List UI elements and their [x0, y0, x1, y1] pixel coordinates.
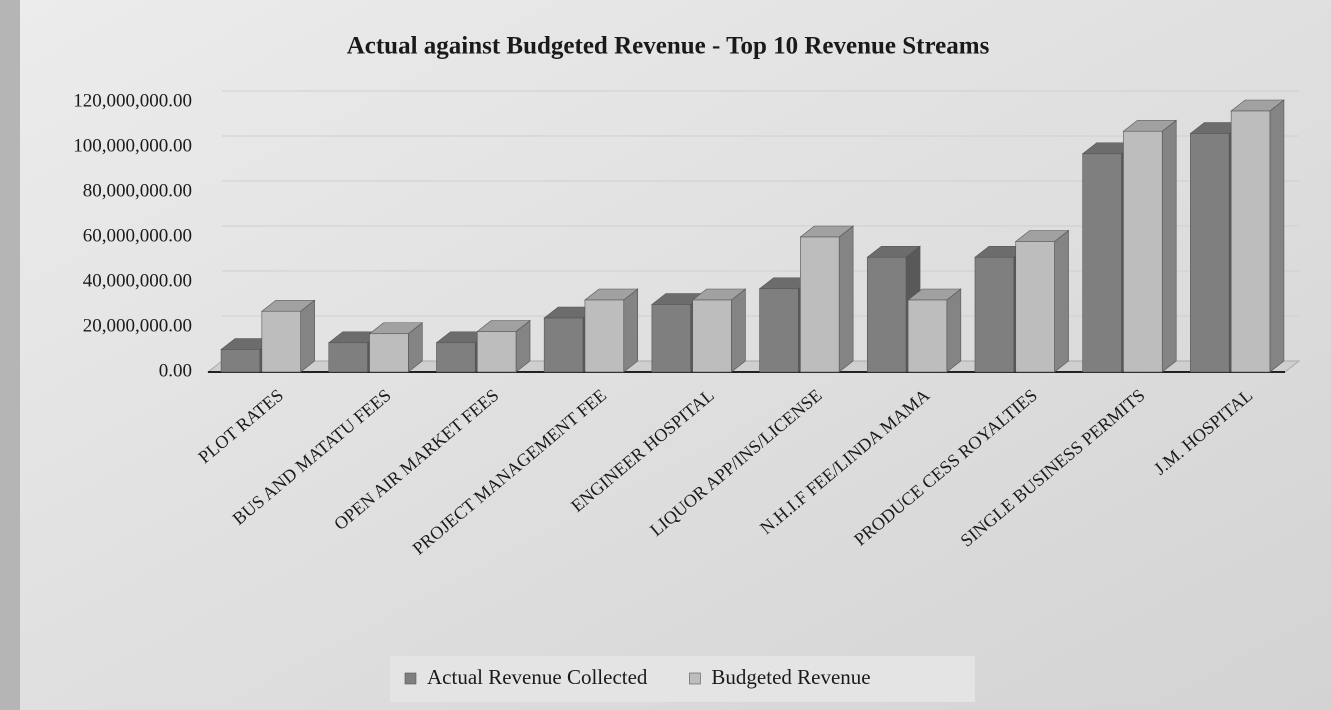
bar	[220, 349, 261, 373]
bar	[1082, 153, 1122, 373]
bar	[974, 256, 1015, 373]
bar	[759, 288, 799, 373]
bar-side	[623, 288, 639, 373]
legend-label: Actual Revenue Collected	[427, 665, 648, 689]
bar	[328, 342, 368, 373]
y-tick-label: 120,000,000.00	[73, 90, 192, 111]
bar-side	[731, 288, 746, 373]
bar	[692, 299, 732, 373]
bar	[800, 236, 840, 373]
legend-swatch	[689, 672, 701, 685]
bar	[1123, 130, 1163, 373]
bar	[261, 310, 301, 373]
legend-swatch	[404, 672, 417, 685]
bar	[1230, 110, 1271, 373]
bar-side	[1161, 119, 1177, 373]
y-tick-label: 100,000,000.00	[73, 135, 192, 156]
bar	[1190, 133, 1230, 373]
bar-side	[1269, 99, 1285, 373]
bar-side	[300, 299, 315, 373]
bar-side	[946, 288, 962, 373]
bar	[436, 342, 476, 373]
bar	[1015, 241, 1055, 373]
bar	[651, 304, 691, 373]
bar-side	[838, 225, 854, 373]
legend-box	[390, 656, 975, 702]
bar	[584, 299, 625, 373]
bar	[543, 317, 584, 373]
left-edge	[0, 0, 20, 710]
bar	[476, 331, 517, 373]
legend-label: Budgeted Revenue	[711, 665, 870, 689]
bar	[866, 256, 907, 373]
y-tick-label: 80,000,000.00	[83, 180, 192, 201]
y-tick-label: 20,000,000.00	[83, 315, 192, 336]
y-tick-label: 0.00	[159, 360, 192, 381]
chart-title: Actual against Budgeted Revenue - Top 10…	[347, 33, 990, 60]
bar	[907, 299, 948, 373]
y-tick-label: 40,000,000.00	[83, 270, 192, 291]
bar-side	[1054, 229, 1069, 373]
bar	[369, 333, 409, 373]
y-tick-label: 60,000,000.00	[83, 225, 192, 246]
